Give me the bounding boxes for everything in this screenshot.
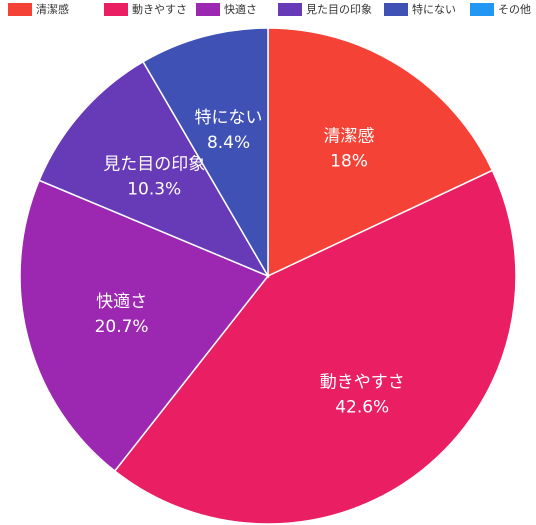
- slice-category: 見た目の印象: [103, 154, 205, 174]
- slice-value: 20.7%: [95, 317, 149, 337]
- legend-label: 清潔感: [36, 2, 69, 16]
- slice-category: 清潔感: [324, 126, 375, 146]
- pie-slice: [267, 27, 494, 278]
- pie-slice: [113, 169, 517, 525]
- slice-category: 快適さ: [96, 292, 147, 312]
- legend-swatch: [196, 3, 220, 16]
- legend-swatch: [470, 3, 494, 16]
- slice-value: 8.4%: [207, 133, 250, 153]
- slice-category: 動きやすさ: [320, 372, 405, 392]
- pie-slice: [142, 27, 269, 279]
- legend-swatch: [104, 3, 128, 16]
- pie-slice: [38, 60, 270, 278]
- legend-label: 見た目の印象: [306, 3, 372, 16]
- legend-label: 快適さ: [224, 2, 257, 16]
- slice-value: 18%: [330, 151, 368, 171]
- legend-label: その他: [498, 3, 531, 16]
- legend-label: 動きやすさ: [132, 2, 187, 16]
- pie-slice: [19, 179, 270, 473]
- legend-swatch: [278, 3, 302, 16]
- legend-label: 特にない: [412, 2, 456, 16]
- slice-category: 特にない: [195, 108, 263, 128]
- legend-swatch: [8, 3, 32, 16]
- slice-value: 42.6%: [335, 397, 389, 417]
- legend-swatch: [384, 3, 408, 16]
- slice-value: 10.3%: [127, 179, 181, 199]
